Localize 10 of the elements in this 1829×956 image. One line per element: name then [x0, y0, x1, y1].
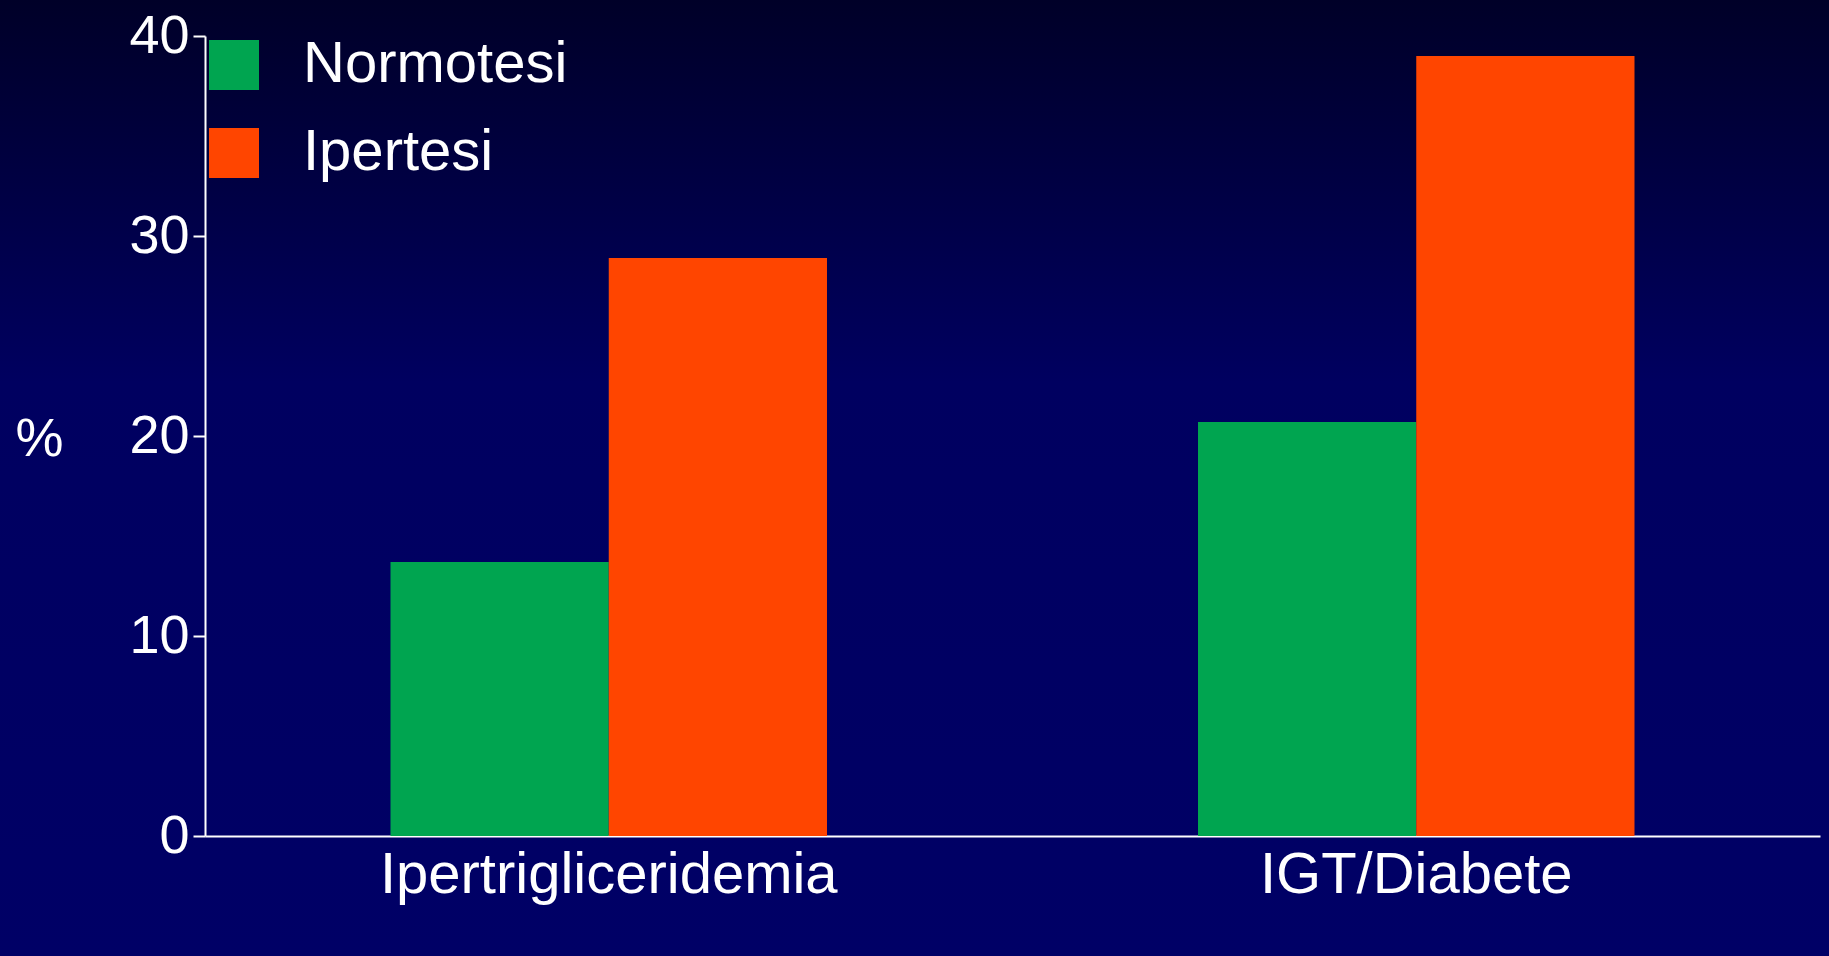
- x-tick-label: Ipertrigliceridemia: [379, 839, 839, 905]
- y-axis-title: %: [15, 406, 64, 467]
- y-tick-label: 40: [129, 3, 190, 64]
- legend-label: Normotesi: [303, 29, 568, 94]
- y-tick-label: 0: [159, 803, 190, 864]
- y-tick-label: 20: [129, 403, 190, 464]
- x-tick-label: IGT/Diabete: [1259, 839, 1573, 905]
- y-tick-label: 30: [129, 203, 190, 264]
- legend-label: Ipertesi: [303, 117, 494, 182]
- y-tick-label: 10: [129, 603, 190, 664]
